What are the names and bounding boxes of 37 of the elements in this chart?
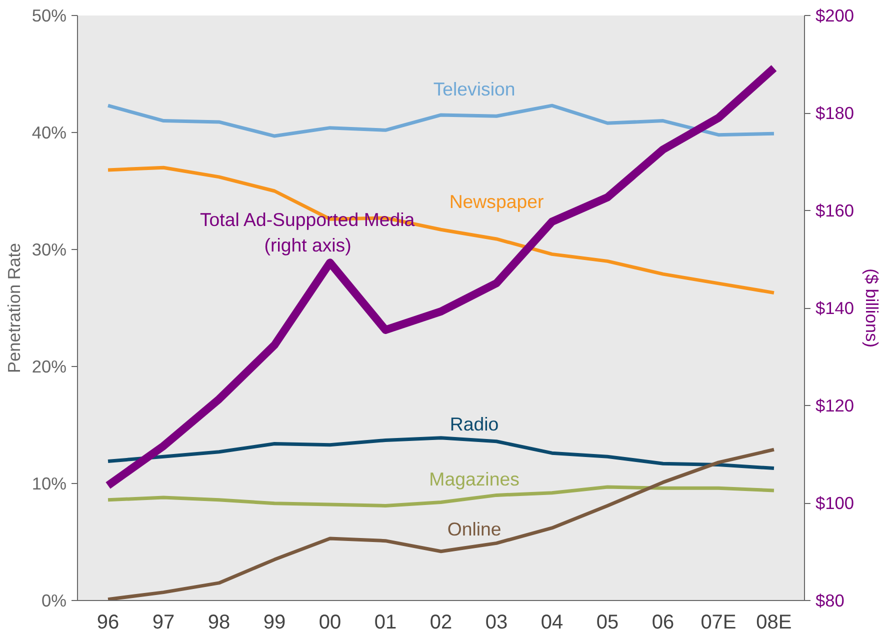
y2-tick-label: $80 (816, 590, 844, 610)
x-tick-label: 03 (485, 612, 508, 634)
x-tick-label: 07E (700, 612, 736, 634)
x-tick-label: 06 (652, 612, 674, 634)
series-label: Online (447, 518, 502, 540)
y2-tick-label: $200 (816, 6, 854, 26)
x-tick-label: 96 (96, 612, 120, 634)
y-tick-label: 0% (41, 590, 66, 610)
x-tick-label: 08E (756, 612, 792, 634)
y-tick-label: 30% (32, 240, 67, 260)
line-series (106, 436, 776, 470)
y2-tick-label: $120 (816, 396, 854, 416)
y2-tick-label: $100 (816, 493, 854, 513)
x-tick-label: 00 (318, 612, 342, 634)
series-label: Magazines (429, 468, 520, 490)
y-tick-label: 20% (32, 356, 67, 376)
y-axis-title: Penetration Rate (4, 242, 24, 374)
y2-tick-label: $140 (816, 298, 854, 318)
line-series (106, 104, 776, 138)
line-series (106, 166, 776, 295)
x-tick-label: 02 (430, 612, 452, 634)
series-label: Television (433, 78, 516, 100)
y2-tick-label: $160 (816, 200, 854, 220)
x-tick-label: 99 (263, 612, 286, 634)
x-tick-label: 01 (374, 612, 397, 634)
y2-axis-title: ($ billions) (862, 268, 882, 348)
y-tick-label: 10% (32, 474, 67, 494)
x-tick-label: 04 (540, 612, 564, 634)
y-tick-label: 40% (32, 122, 67, 142)
x-tick-label: 97 (152, 612, 175, 634)
series-label: Radio (450, 413, 499, 434)
y2-tick-label: $180 (816, 103, 854, 123)
y-tick-label: 50% (32, 6, 67, 26)
series-label: Newspaper (449, 191, 544, 212)
x-tick-label: 05 (596, 612, 619, 634)
x-tick-label: 98 (208, 612, 230, 634)
line-series (106, 448, 776, 600)
